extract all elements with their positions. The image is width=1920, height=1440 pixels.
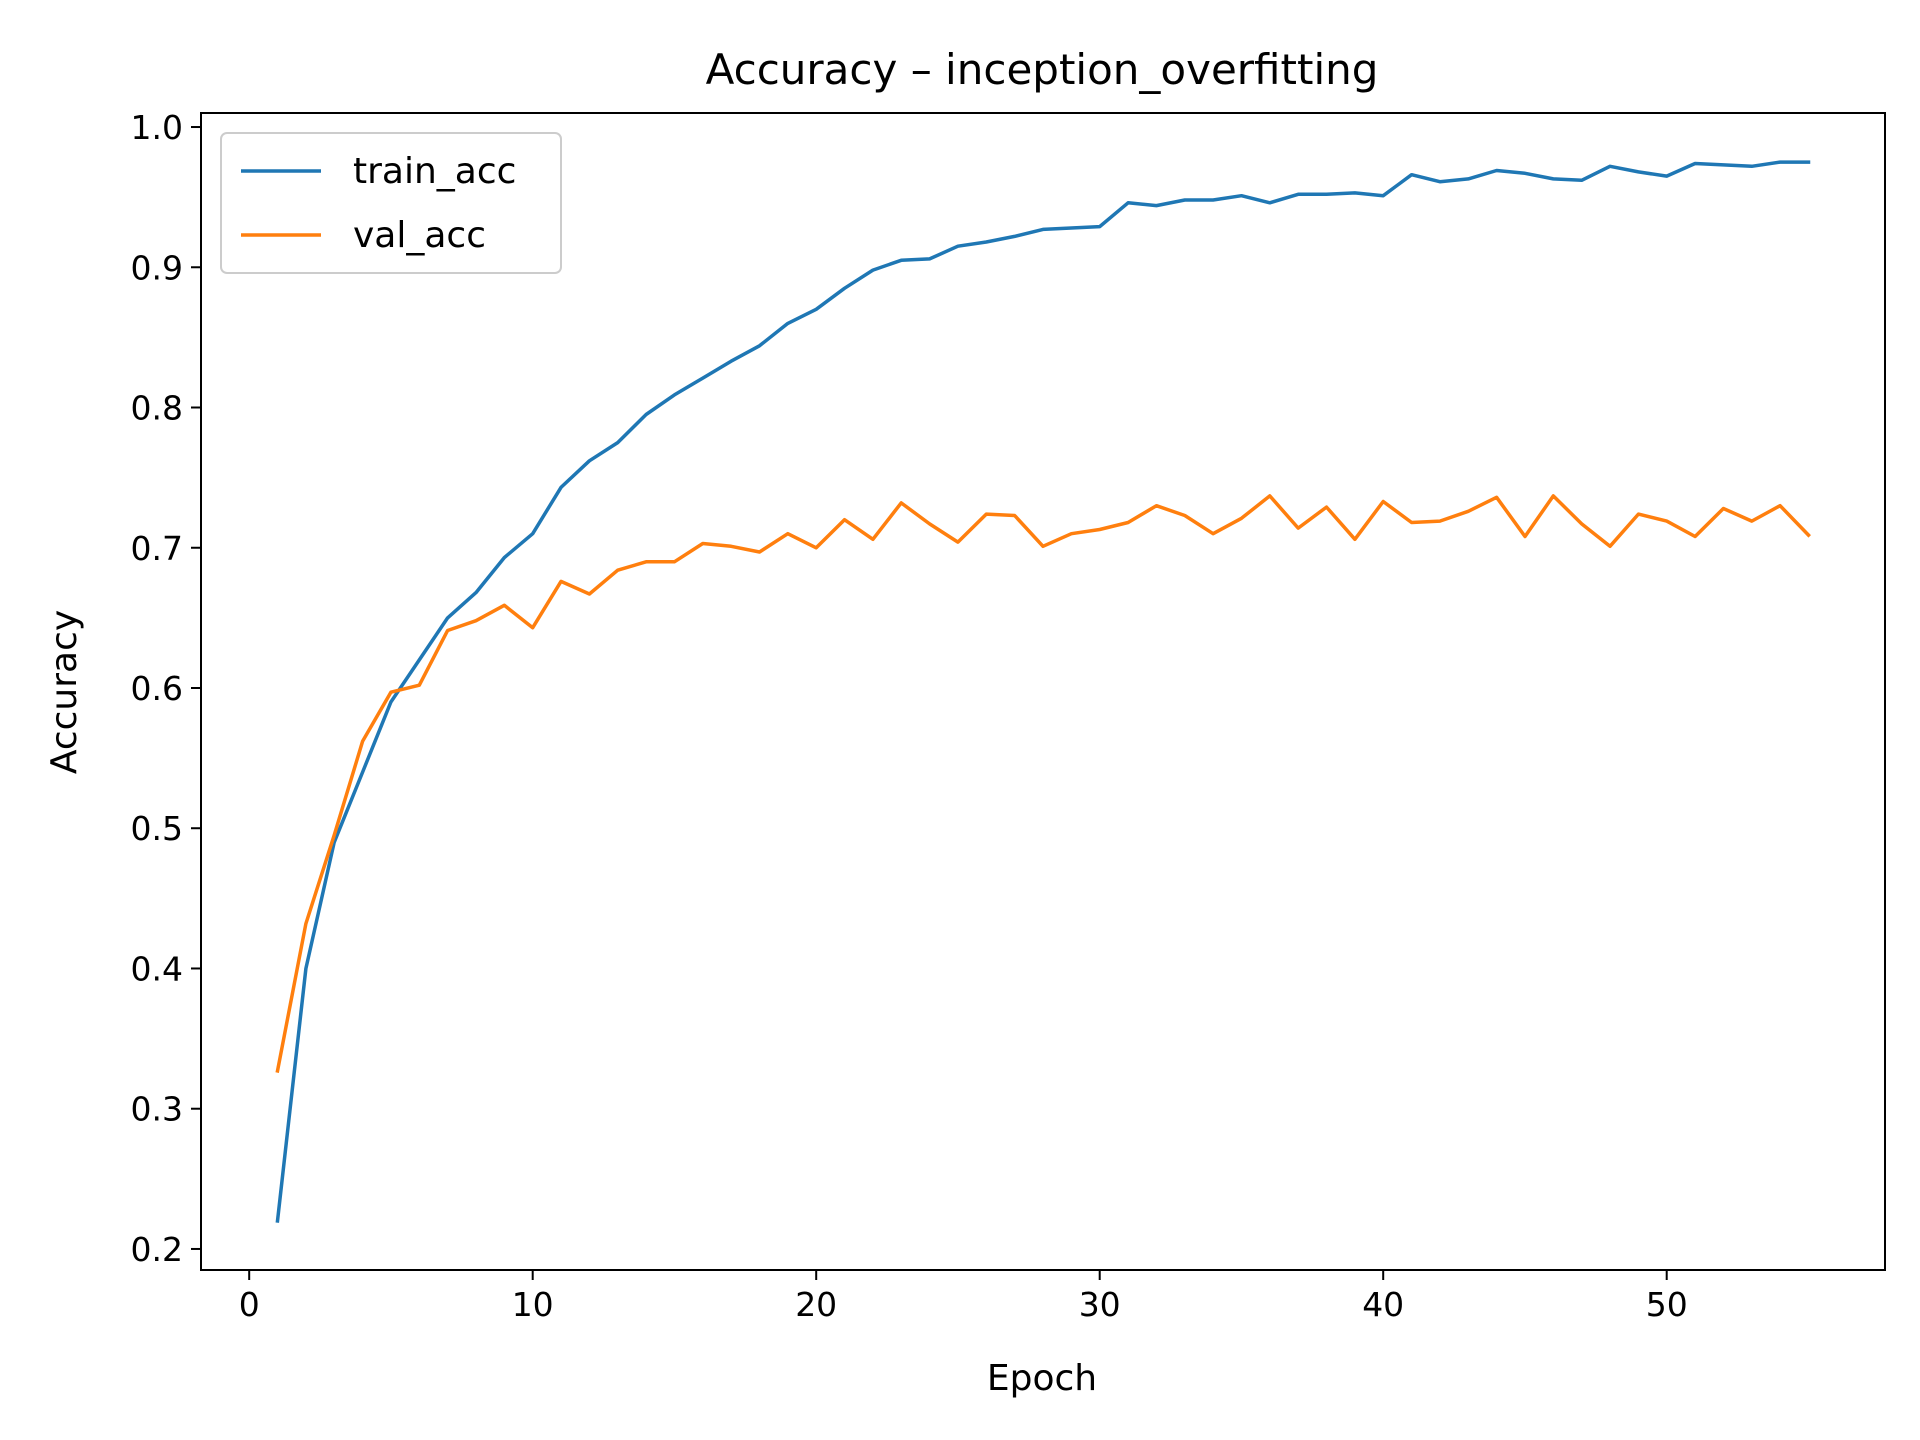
legend-label: val_acc	[353, 215, 486, 256]
x-tick-label: 30	[1079, 1285, 1121, 1324]
legend-label: train_acc	[353, 151, 516, 192]
y-tick-label: 0.5	[131, 809, 183, 848]
x-axis: 0 10 20 30 40 50	[239, 1270, 1688, 1324]
y-axis-label: Accuracy	[44, 610, 85, 774]
chart-title: Accuracy – inception_overfitting	[706, 45, 1379, 94]
series-line-train-acc	[275, 160, 1811, 1223]
y-tick-label: 1.0	[131, 108, 183, 147]
x-tick-label: 40	[1362, 1285, 1404, 1324]
y-tick-label: 0.2	[131, 1230, 183, 1269]
y-axis: 0.2 0.3 0.4 0.5 0.6 0.7 0.8 0.9 1.0	[131, 108, 201, 1269]
y-tick-label: 0.7	[131, 529, 183, 568]
x-tick-label: 0	[239, 1285, 260, 1324]
plot-frame	[200, 112, 1886, 1271]
y-tick-label: 0.8	[131, 389, 183, 428]
y-tick-label: 0.6	[131, 669, 183, 708]
x-axis-label: Epoch	[987, 1358, 1097, 1399]
x-tick-label: 10	[512, 1285, 554, 1324]
x-tick-label: 50	[1646, 1285, 1688, 1324]
y-tick-label: 0.3	[131, 1090, 183, 1129]
legend: train_acc val_acc	[220, 132, 562, 274]
series-line-val-acc	[275, 494, 1811, 1073]
y-tick-label: 0.9	[131, 248, 183, 287]
y-tick-label: 0.4	[131, 949, 183, 988]
x-tick-label: 20	[795, 1285, 837, 1324]
series-lines	[275, 160, 1811, 1223]
legend-box	[220, 132, 562, 274]
